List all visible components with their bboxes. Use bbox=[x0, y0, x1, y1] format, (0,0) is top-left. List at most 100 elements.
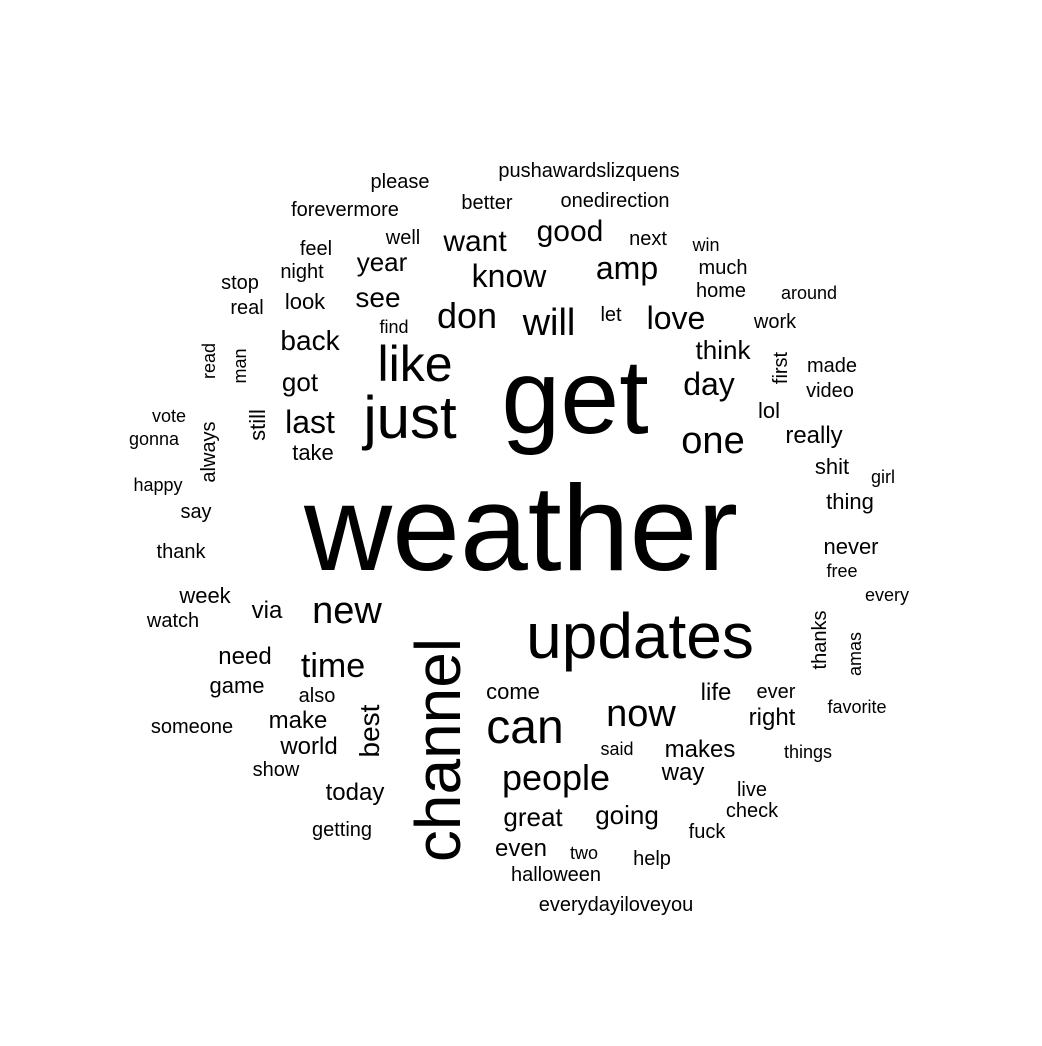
word-pushawardslizquens: pushawardslizquens bbox=[498, 160, 680, 182]
word-next: next bbox=[629, 228, 667, 250]
word-thank: thank bbox=[156, 541, 206, 563]
word-let: let bbox=[600, 304, 622, 326]
word-ever: ever bbox=[756, 681, 796, 703]
word-said: said bbox=[600, 739, 634, 759]
word-home: home bbox=[695, 280, 747, 302]
word-today: today bbox=[325, 779, 385, 806]
word-work: work bbox=[753, 311, 797, 333]
word-thanks: thanks bbox=[809, 610, 831, 670]
word-just: just bbox=[363, 384, 457, 451]
word-day: day bbox=[683, 366, 735, 402]
word-say: say bbox=[180, 501, 212, 523]
word-even: even bbox=[494, 835, 548, 862]
word-around: around bbox=[780, 283, 838, 303]
word-check: check bbox=[725, 800, 779, 822]
word-made: made bbox=[806, 355, 858, 377]
word-way: way bbox=[661, 759, 705, 786]
word-read: read bbox=[199, 342, 219, 380]
word-shit: shit bbox=[814, 454, 850, 479]
word-watch: watch bbox=[146, 610, 200, 632]
word-also: also bbox=[298, 685, 336, 707]
word-updates: updates bbox=[526, 600, 754, 672]
word-gonna: gonna bbox=[128, 429, 180, 449]
word-got: got bbox=[281, 367, 319, 397]
word-need: need bbox=[218, 643, 272, 670]
word-best: best bbox=[354, 704, 385, 758]
word-favorite: favorite bbox=[827, 697, 887, 717]
word-weather: weather bbox=[303, 460, 739, 596]
word-think: think bbox=[695, 335, 751, 365]
word-fuck: fuck bbox=[688, 821, 726, 843]
word-things: things bbox=[783, 742, 833, 762]
word-much: much bbox=[698, 257, 748, 279]
word-world: world bbox=[280, 733, 338, 760]
word-free: free bbox=[826, 561, 858, 581]
word-night: night bbox=[280, 261, 324, 283]
word-will: will bbox=[522, 302, 576, 344]
word-last: last bbox=[285, 404, 335, 440]
word-amas: amas bbox=[845, 631, 865, 677]
word-really: really bbox=[785, 422, 843, 449]
word-onedirection: onedirection bbox=[560, 190, 670, 212]
word-don: don bbox=[436, 295, 498, 336]
word-someone: someone bbox=[150, 716, 234, 738]
word-help: help bbox=[633, 848, 671, 870]
word-lol: lol bbox=[757, 398, 781, 423]
word-find: find bbox=[379, 317, 409, 337]
word-getting: getting bbox=[311, 819, 373, 841]
word-channel: channel bbox=[402, 637, 474, 863]
word-everydayiloveyou: everydayiloveyou bbox=[538, 894, 694, 916]
word-one: one bbox=[681, 420, 745, 462]
word-win: win bbox=[692, 235, 720, 255]
word-life: life bbox=[700, 679, 732, 706]
word-can: can bbox=[486, 701, 564, 754]
word-via: via bbox=[251, 597, 283, 624]
word-great: great bbox=[503, 802, 563, 832]
word-two: two bbox=[569, 843, 599, 863]
word-first: first bbox=[770, 351, 792, 385]
word-look: look bbox=[284, 289, 326, 314]
word-please: please bbox=[370, 171, 430, 193]
word-going: going bbox=[595, 800, 659, 830]
word-forevermore: forevermore bbox=[291, 199, 399, 221]
word-love: love bbox=[646, 300, 706, 336]
word-see: see bbox=[355, 282, 401, 313]
word-live: live bbox=[736, 779, 768, 801]
word-well: well bbox=[385, 227, 421, 249]
word-man: man bbox=[230, 348, 250, 384]
word-halloween: halloween bbox=[510, 864, 602, 886]
word-amp: amp bbox=[595, 250, 659, 286]
word-thing: thing bbox=[826, 489, 874, 514]
word-make: make bbox=[268, 707, 328, 734]
word-know: know bbox=[471, 258, 547, 294]
word-show: show bbox=[252, 759, 300, 781]
word-real: real bbox=[230, 297, 264, 319]
word-every: every bbox=[864, 585, 910, 605]
word-new: new bbox=[312, 590, 382, 632]
word-game: game bbox=[209, 673, 265, 698]
word-stop: stop bbox=[221, 272, 259, 294]
word-girl: girl bbox=[870, 467, 896, 487]
word-right: right bbox=[748, 704, 796, 731]
word-year: year bbox=[356, 247, 408, 277]
word-come: come bbox=[486, 679, 540, 704]
word-feel: feel bbox=[299, 238, 333, 260]
word-get: get bbox=[501, 338, 649, 456]
word-people: people bbox=[501, 757, 611, 798]
word-good: good bbox=[536, 215, 604, 248]
word-now: now bbox=[606, 693, 676, 735]
word-want: want bbox=[443, 225, 507, 258]
word-better: better bbox=[461, 192, 513, 214]
word-like: like bbox=[377, 336, 453, 392]
word-never: never bbox=[823, 534, 879, 559]
word-video: video bbox=[806, 380, 854, 402]
word-still: still bbox=[245, 409, 270, 441]
word-time: time bbox=[300, 647, 366, 685]
word-always: always bbox=[198, 421, 220, 483]
word-week: week bbox=[179, 583, 231, 608]
word-happy: happy bbox=[133, 475, 183, 495]
word-back: back bbox=[280, 325, 340, 356]
word-take: take bbox=[292, 440, 334, 465]
word-vote: vote bbox=[151, 406, 187, 426]
